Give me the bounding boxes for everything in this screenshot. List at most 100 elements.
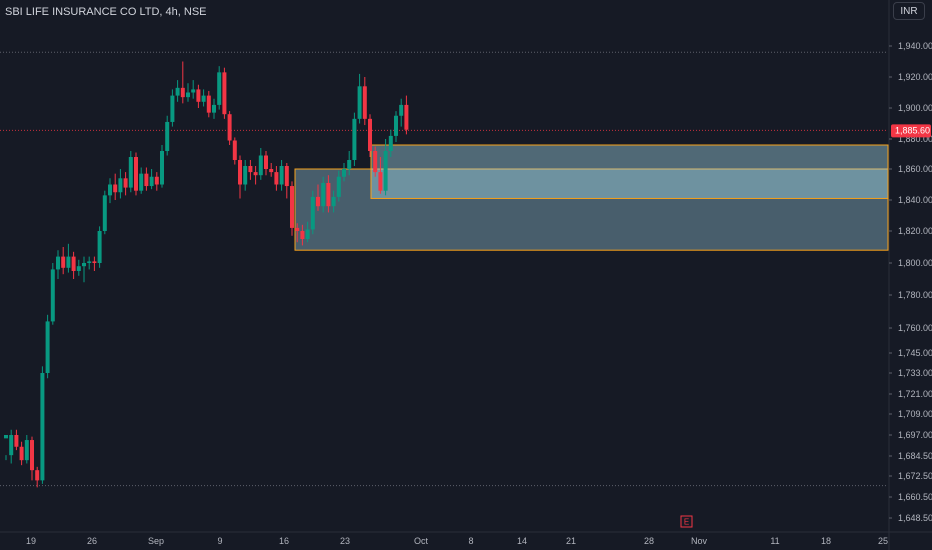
- candle: [30, 436, 34, 481]
- candle: [113, 173, 118, 200]
- candle-body: [61, 256, 66, 268]
- candle: [373, 146, 378, 177]
- candle: [206, 90, 211, 118]
- y-tick-label: 1,648.50: [898, 513, 932, 523]
- candle: [165, 115, 170, 156]
- candle-body: [227, 114, 232, 141]
- candle-body: [305, 229, 310, 239]
- candle-body: [373, 151, 378, 173]
- candle-body: [342, 169, 346, 177]
- candle: [24, 435, 29, 464]
- x-tick-label: 14: [517, 536, 527, 546]
- candle: [76, 259, 81, 276]
- candle-body: [191, 89, 196, 93]
- event-marker-box: [680, 515, 693, 528]
- candle: [378, 157, 383, 194]
- candle: [14, 429, 19, 451]
- candle-body: [113, 184, 118, 193]
- y-tick-label: 1,820.00: [898, 226, 932, 236]
- candle: [160, 145, 164, 188]
- candle: [300, 224, 305, 246]
- candle: [149, 169, 154, 190]
- candle-body: [40, 373, 45, 481]
- last-price-badge-bg: [891, 124, 931, 138]
- candle: [394, 111, 398, 142]
- candle: [71, 251, 76, 279]
- candle-body: [368, 118, 372, 151]
- candle: [284, 163, 289, 199]
- candle: [362, 77, 367, 126]
- candle: [295, 223, 300, 243]
- candle: [258, 148, 263, 180]
- candle-body: [201, 95, 206, 102]
- y-tick-label: 1,760.00: [898, 323, 932, 333]
- y-tick-label: 1,672.50: [898, 471, 932, 481]
- candle-body: [217, 72, 222, 105]
- candle-body: [149, 176, 154, 187]
- candle: [4, 435, 8, 461]
- candle: [56, 250, 60, 279]
- candle-body: [19, 446, 24, 461]
- candle: [154, 172, 159, 191]
- y-tick-label: 1,900.00: [898, 103, 932, 113]
- candle-body: [50, 269, 55, 322]
- outer-zone[interactable]: [294, 168, 889, 251]
- candle-body: [383, 151, 388, 191]
- candle-body: [123, 178, 128, 188]
- candle-body: [222, 72, 227, 115]
- candle: [368, 114, 372, 157]
- candle: [399, 98, 404, 127]
- candle-body: [362, 86, 367, 119]
- candle-body: [404, 104, 409, 130]
- earnings-event-marker[interactable]: E: [680, 515, 693, 528]
- candle: [388, 129, 393, 157]
- y-tick-label: 1,697.00: [898, 430, 932, 440]
- last-price-label: 1,885.60: [895, 125, 930, 135]
- candle: [264, 151, 268, 176]
- candle-body: [186, 92, 190, 98]
- inner-zone[interactable]: [370, 144, 889, 199]
- candle-body: [388, 135, 393, 151]
- candle-body: [128, 157, 133, 188]
- candle: [212, 98, 216, 119]
- candle: [321, 176, 326, 213]
- candle-body: [248, 166, 253, 173]
- candle-body: [102, 195, 107, 231]
- candle: [108, 178, 112, 204]
- y-tick-label: 1,780.00: [898, 290, 932, 300]
- candle: [175, 80, 180, 102]
- candle-body: [274, 172, 279, 185]
- candle-body: [45, 321, 50, 373]
- candle: [180, 61, 185, 104]
- candle: [217, 66, 222, 110]
- candle: [97, 226, 102, 268]
- candle-body: [71, 256, 76, 271]
- candle-body: [264, 155, 268, 169]
- candle-body: [118, 178, 123, 193]
- candle: [9, 429, 14, 464]
- y-tick-label: 1,684.50: [898, 451, 932, 461]
- candle-body: [165, 121, 170, 151]
- candle: [248, 160, 253, 180]
- candle: [19, 441, 24, 466]
- currency-button[interactable]: INR: [893, 2, 925, 20]
- candle: [118, 169, 123, 199]
- candle-body: [92, 261, 97, 263]
- candle-body: [284, 166, 289, 187]
- y-tick-label: 1,721.00: [898, 389, 932, 399]
- x-tick-label: 21: [566, 536, 576, 546]
- y-tick-label: 1,880.00: [898, 134, 932, 144]
- candle: [123, 172, 128, 196]
- x-tick-label: 28: [644, 536, 654, 546]
- y-tick-label: 1,860.00: [898, 164, 932, 174]
- chart-title: SBI LIFE INSURANCE CO LTD, 4h, NSE: [5, 6, 207, 18]
- candle: [352, 112, 357, 166]
- candle: [269, 163, 274, 177]
- y-tick-label: 1,660.50: [898, 492, 932, 502]
- candle: [279, 160, 284, 191]
- x-tick-label: 11: [770, 536, 779, 546]
- candle-body: [180, 87, 185, 98]
- candle: [222, 67, 227, 119]
- candle: [336, 170, 341, 202]
